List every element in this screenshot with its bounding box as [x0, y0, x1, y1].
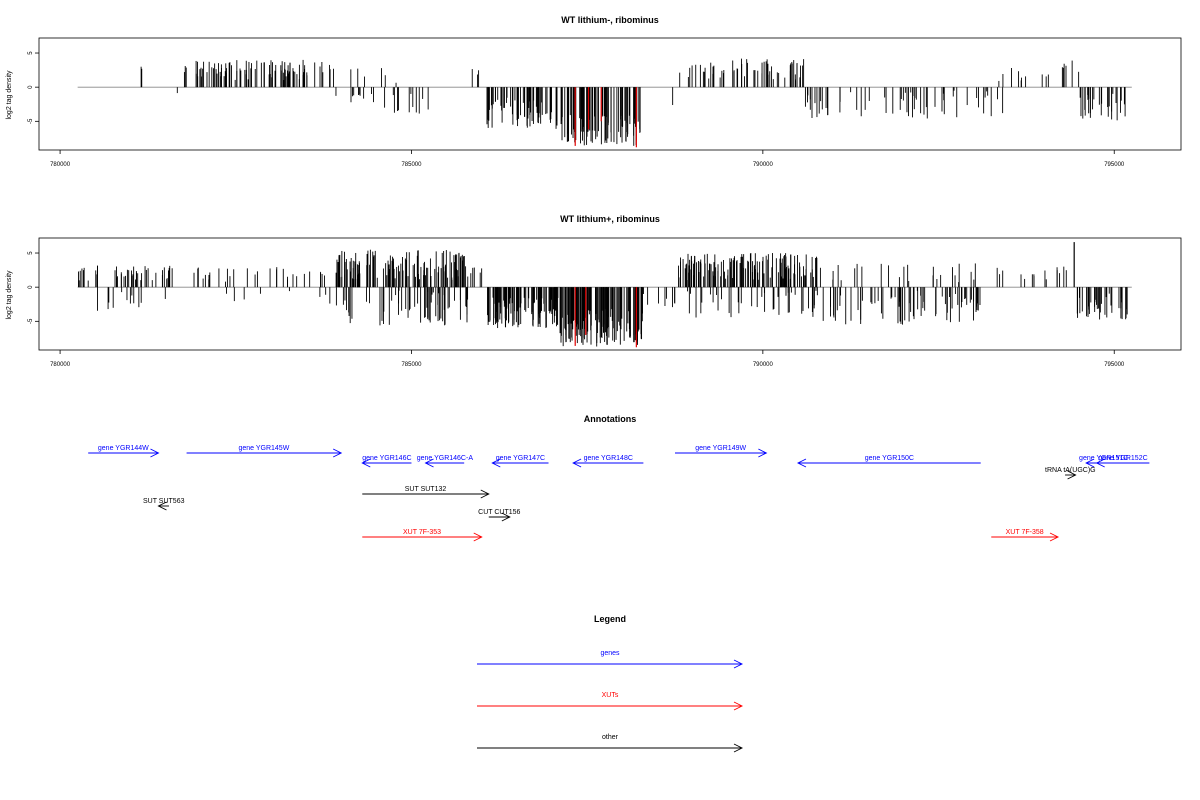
- legend-items: genes XUTs other: [477, 650, 744, 753]
- legend: Legend genes XUTs other: [477, 614, 744, 753]
- annotation-features: gene YGR144W gene YGR145W gene YGR146C gene…: [88, 445, 1150, 542]
- annotation-feature: tRNA tA(UGC)G: [1045, 467, 1096, 480]
- density-bars: [77, 242, 1132, 348]
- annotation-feature: gene YGR149W: [675, 445, 768, 458]
- annotation-feature: SUT SUT563: [143, 498, 185, 511]
- annotation-label: XUT 7F-353: [403, 529, 441, 536]
- annotation-label: CUT CUT156: [478, 509, 520, 516]
- annotation-feature: CUT CUT156: [478, 509, 521, 522]
- annotation-label: gene YGR152C: [1098, 455, 1147, 462]
- plot-frame: [38, 37, 1182, 151]
- annotation-feature: XUT 7F-358: [991, 529, 1060, 542]
- legend-item: XUTs: [477, 692, 744, 711]
- annotation-label: gene YGR144W: [98, 445, 149, 452]
- annotation-label: XUT 7F-358: [1006, 529, 1044, 536]
- y-tick-label: 0: [28, 85, 34, 89]
- y-axis-label: log2 tag density: [6, 270, 13, 320]
- x-tick-label: 780000: [50, 162, 71, 168]
- annotations-panel: Annotations gene YGR144W gene YGR145Wgene…: [88, 414, 1150, 542]
- annotation-label: gene YGR145W: [238, 445, 289, 452]
- x-tick-label: 795000: [1104, 362, 1125, 368]
- annotation-label: tRNA tA(UGC)G: [1045, 467, 1096, 474]
- annotation-label: gene YGR151C: [1079, 455, 1128, 462]
- legend-label: genes: [600, 650, 620, 657]
- annotation-feature: gene YGR152C: [1095, 455, 1150, 468]
- plot-frame: [38, 237, 1182, 351]
- y-tick-label: 5: [28, 251, 34, 255]
- y-axis-label: log2 tag density: [6, 70, 13, 120]
- y-tick-label: -5: [28, 118, 34, 124]
- annotation-label: SUT SUT563: [143, 498, 185, 505]
- annotation-feature: gene YGR147C: [491, 455, 549, 468]
- x-tick-label: 785000: [401, 162, 422, 168]
- legend-label: other: [602, 734, 619, 741]
- x-tick-label: 795000: [1104, 162, 1125, 168]
- annotation-feature: SUT SUT132: [362, 486, 490, 499]
- y-tick-label: -5: [28, 318, 34, 324]
- legend-label: XUTs: [602, 692, 619, 699]
- x-tick-label: 790000: [753, 362, 774, 368]
- annotation-feature: XUT 7F-353: [362, 529, 483, 542]
- annotation-feature: gene YGR146C-A: [417, 455, 474, 468]
- legend-title: Legend: [594, 614, 626, 624]
- density-bars: [77, 58, 1132, 148]
- annotation-label: gene YGR146C-A: [417, 455, 474, 462]
- track-wt-lithium-plus: WT lithium+, ribominus log2 tag density …: [6, 214, 1182, 368]
- axes: 780000 785000 790000 795000 -5 0 5: [28, 37, 1182, 168]
- legend-item: genes: [477, 650, 744, 669]
- track-title: WT lithium+, ribominus: [560, 214, 660, 224]
- annotation-feature: gene YGR145W: [186, 445, 343, 458]
- annotation-label: gene YGR147C: [496, 455, 545, 462]
- annotation-label: gene YGR150C: [865, 455, 914, 462]
- x-tick-label: 785000: [401, 362, 422, 368]
- annotation-label: gene YGR149W: [695, 445, 746, 452]
- x-tick-label: 780000: [50, 362, 71, 368]
- track-title: WT lithium-, ribominus: [561, 15, 659, 25]
- y-tick-label: 5: [28, 51, 34, 55]
- annotation-feature: gene YGR146C: [361, 455, 412, 468]
- annotation-label: SUT SUT132: [405, 486, 447, 493]
- legend-item: other: [477, 734, 744, 753]
- annotation-feature: gene YGR148C: [572, 455, 644, 468]
- x-tick-label: 790000: [753, 162, 774, 168]
- annotations-title: Annotations: [584, 414, 637, 424]
- annotation-feature: gene YGR150C: [796, 455, 981, 468]
- annotation-feature: gene YGR144W: [88, 445, 160, 458]
- y-tick-label: 0: [28, 285, 34, 289]
- track-wt-lithium-minus: WT lithium-, ribominus log2 tag density …: [6, 15, 1182, 168]
- annotation-label: gene YGR148C: [584, 455, 633, 462]
- axes: 780000 785000 790000 795000 -5 0 5: [28, 237, 1182, 368]
- annotation-label: gene YGR146C: [362, 455, 411, 462]
